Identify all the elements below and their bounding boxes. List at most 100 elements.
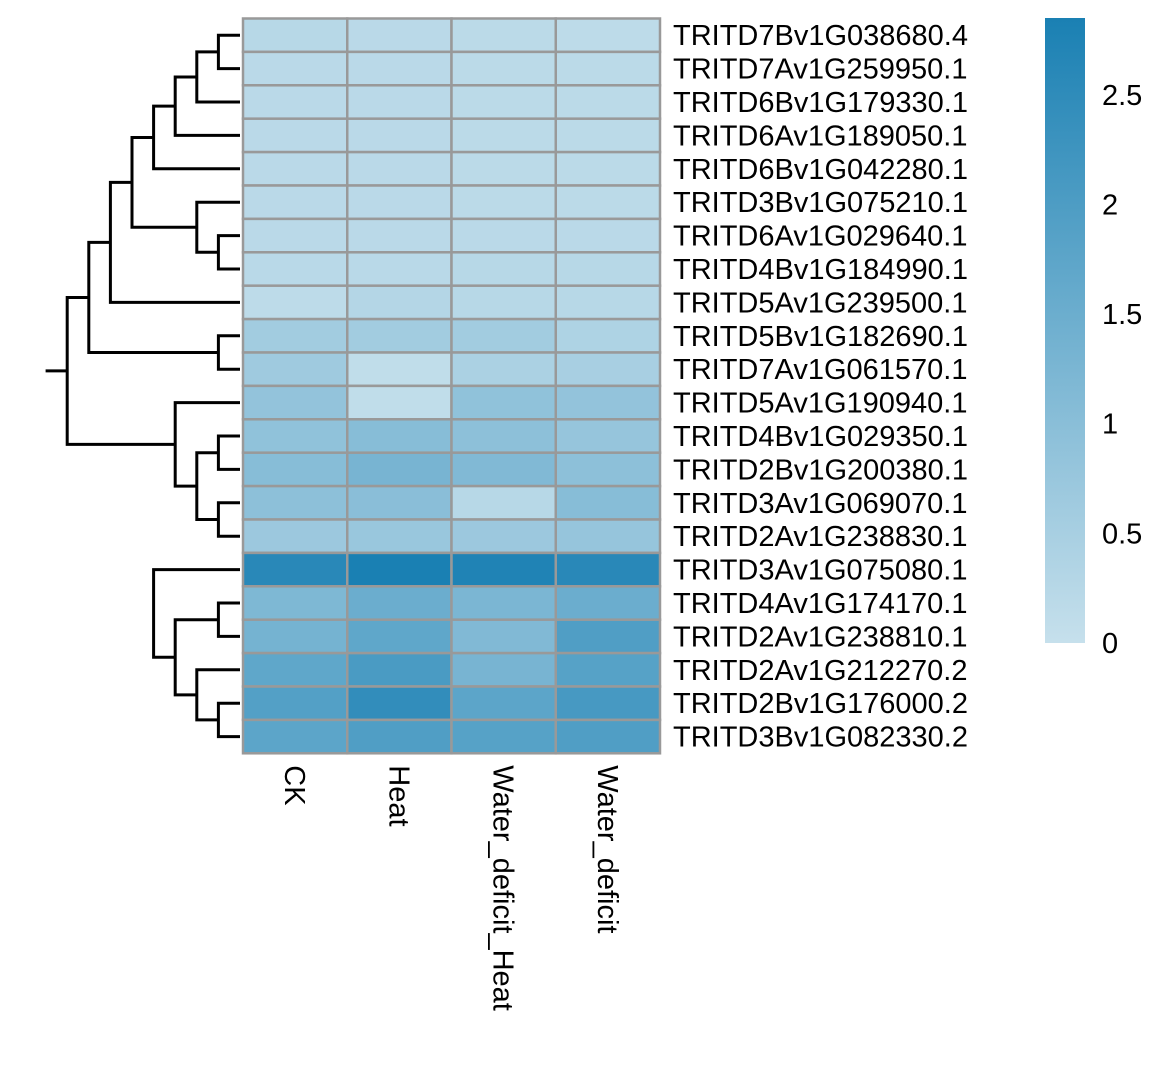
heatmap-cell (241, 251, 349, 287)
heatmap-cell (346, 351, 453, 388)
heatmap-cell (241, 384, 349, 421)
heatmap-cell (346, 518, 453, 555)
heatmap-cell (450, 384, 557, 421)
row-label: TRITD7Bv1G038680.4 (673, 20, 968, 52)
heatmap-cell (241, 17, 349, 54)
heatmap-cell (241, 217, 349, 254)
heatmap-cell (346, 685, 453, 722)
heatmap-cell (346, 117, 453, 154)
heatmap-cell (450, 251, 557, 287)
heatmap-cell (346, 251, 453, 287)
column-label: Heat (382, 765, 414, 826)
heatmap-cell (450, 184, 557, 221)
row-label: TRITD3Av1G069070.1 (673, 488, 967, 520)
heatmap-cell (346, 451, 453, 488)
heatmap-cell (450, 451, 557, 488)
heatmap-cell (241, 685, 349, 722)
colorbar-tick-label: 0.5 (1102, 518, 1142, 550)
row-label: TRITD2Av1G212270.2 (673, 655, 967, 687)
heatmap-cell (346, 17, 453, 54)
heatmap-cell (241, 718, 349, 755)
dendrogram-branch (216, 234, 240, 271)
heatmap-cell (346, 718, 453, 755)
row-label: TRITD5Bv1G182690.1 (673, 321, 968, 353)
dendrogram-branch (152, 104, 240, 171)
dendrogram-branch (152, 568, 240, 659)
heatmap-cell (450, 50, 557, 87)
heatmap-cell (346, 484, 453, 521)
dendrogram-branch (87, 240, 219, 354)
heatmap-cell (241, 418, 349, 454)
dendrogram-branch (65, 295, 176, 446)
row-label: TRITD7Av1G061570.1 (673, 354, 967, 386)
heatmap-cell (241, 351, 349, 388)
column-labels: CK Heat Water_deficit_Heat Water_deficit (278, 765, 623, 1011)
row-label: TRITD6Bv1G042280.1 (673, 154, 968, 186)
colorbar-tick-label: 0 (1102, 628, 1118, 660)
heatmap-cell (450, 150, 557, 187)
row-label: TRITD2Bv1G200380.1 (673, 454, 968, 486)
heatmap-cell (554, 651, 662, 688)
heatmap-cell (554, 585, 662, 621)
heatmap-cell (450, 551, 557, 588)
heatmap-cell (450, 351, 557, 388)
heatmap-cell (241, 484, 349, 521)
heatmap-cell (554, 84, 662, 120)
row-label: TRITD7Av1G259950.1 (673, 54, 967, 86)
heatmap-cell (346, 585, 453, 621)
heatmap-cell (554, 384, 662, 421)
row-label: TRITD4Bv1G029350.1 (673, 421, 968, 453)
dendrogram-branch (195, 451, 219, 521)
colorbar-tick-label: 1.5 (1102, 299, 1142, 331)
heatmap-cell (346, 150, 453, 187)
heatmap-cell (241, 84, 349, 120)
heatmap-cell (450, 651, 557, 688)
heatmap-cell (346, 317, 453, 354)
colorbar-tick-label: 2.5 (1102, 80, 1142, 112)
dendrogram-branch (216, 33, 240, 71)
heatmap-cell (346, 651, 453, 688)
heatmap-cell (241, 50, 349, 87)
heatmap-cell (450, 518, 557, 555)
heatmap-cell (450, 84, 557, 120)
heatmap-cell (450, 618, 557, 655)
heatmap-cell (554, 317, 662, 354)
heatmap-cell (554, 518, 662, 555)
heatmap-cell (241, 451, 349, 488)
dendrogram-branch (216, 434, 240, 471)
heatmap-cell (346, 84, 453, 120)
column-label: Water_deficit_Heat (487, 765, 519, 1011)
heatmap-cell (241, 150, 349, 187)
row-label: TRITD5Av1G239500.1 (673, 287, 967, 319)
heatmap-cell (554, 117, 662, 154)
heatmap-cell (241, 518, 349, 555)
heatmap-cell (554, 718, 662, 755)
heatmap-cell (346, 618, 453, 655)
heatmap-cell (450, 117, 557, 154)
heatmap-cell (450, 217, 557, 254)
heatmap-cell (450, 685, 557, 722)
heatmap-cell (346, 384, 453, 421)
heatmap-cell (554, 484, 662, 521)
dendrogram-branch (173, 401, 240, 488)
heatmap-cell (241, 317, 349, 354)
heatmap-cell (554, 551, 662, 588)
heatmap-cell (241, 284, 349, 321)
heatmap-cells (241, 17, 662, 755)
heatmap-cell (554, 184, 662, 221)
heatmap-cell (554, 217, 662, 254)
heatmap-cell (554, 251, 662, 287)
heatmap-cell (554, 685, 662, 722)
heatmap-cell (554, 150, 662, 187)
row-dendrogram (46, 33, 240, 739)
heatmap-cell (241, 618, 349, 655)
heatmap-cell (554, 50, 662, 87)
row-label: TRITD4Av1G174170.1 (673, 588, 967, 620)
row-label: TRITD4Bv1G184990.1 (673, 254, 968, 286)
heatmap-cell (346, 284, 453, 321)
row-label: TRITD3Bv1G082330.2 (673, 722, 968, 754)
heatmap-cell (450, 718, 557, 755)
heatmap-cell (554, 618, 662, 655)
